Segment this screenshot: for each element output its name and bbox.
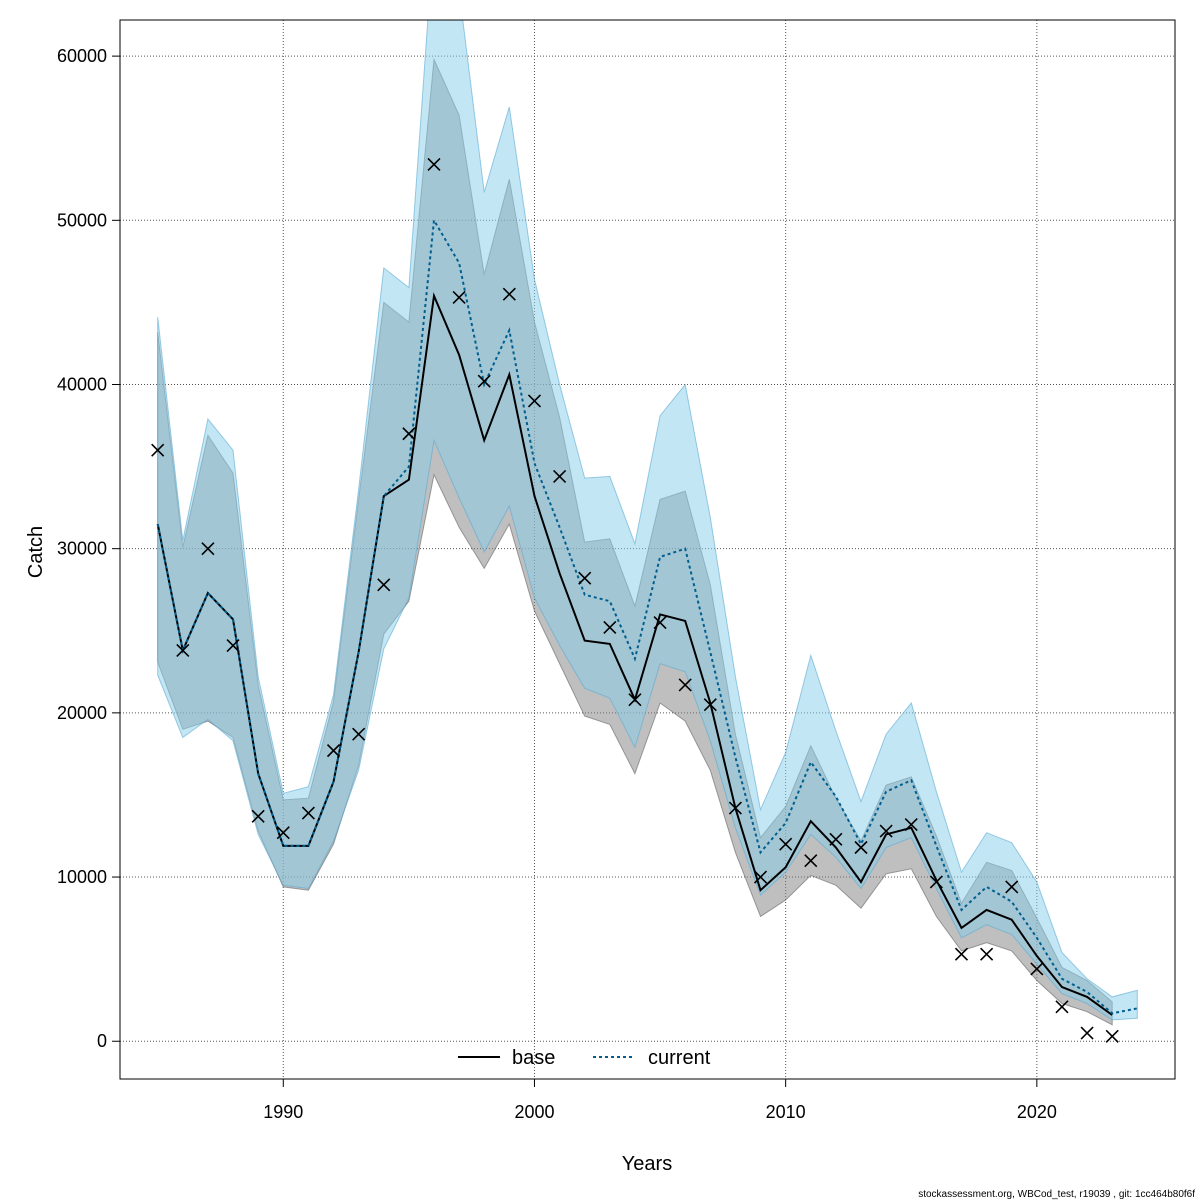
observed-point: [980, 947, 994, 961]
plot-frame: [119, 19, 1176, 1080]
x-tick-label: 2010: [766, 1102, 806, 1122]
observed-point: [929, 875, 943, 889]
observed-point: [1005, 880, 1019, 894]
observed-point: [377, 578, 391, 592]
x-tick-label: 2000: [514, 1102, 554, 1122]
observed-point: [427, 157, 441, 172]
x-tick-label: 2020: [1017, 1102, 1057, 1122]
y-tick-label: 0: [97, 1031, 107, 1051]
observed-point: [628, 693, 642, 707]
y-tick-label: 20000: [57, 703, 107, 723]
observed-point: [1105, 1029, 1119, 1043]
axes: 1990 2000 2010 2020 0 10000 20000 30000 40000 500…: [57, 46, 1057, 1122]
observed-point: [804, 854, 818, 868]
legend: base current: [458, 1047, 711, 1069]
observed-point: [779, 837, 793, 851]
observed-point: [1030, 962, 1044, 976]
observed-point: [703, 698, 717, 712]
observed-point: [854, 840, 868, 855]
observed-point: [326, 744, 341, 758]
observed-point: [276, 826, 290, 840]
observed-point: [829, 832, 843, 846]
observed-point: [301, 806, 315, 820]
observed-point: [954, 947, 969, 961]
confidence-bands: [157, 20, 1138, 1026]
observed-point: [151, 443, 165, 457]
observed-point: [678, 678, 692, 692]
observed-point: [753, 870, 768, 884]
observed-point: [578, 571, 592, 585]
legend-base-label: base: [512, 1047, 555, 1069]
observed-point: [527, 394, 542, 408]
observed-point: [879, 824, 893, 838]
observed-points: [151, 157, 1119, 1043]
legend-current-label: current: [648, 1047, 711, 1069]
current-line: [156, 217, 1138, 1015]
observed-point: [553, 469, 567, 484]
y-tick-label: 40000: [57, 374, 107, 394]
x-tick-label: 1990: [263, 1102, 303, 1122]
y-axis-title: Catch: [25, 526, 47, 578]
x-axis-title: Years: [622, 1153, 672, 1175]
observed-point: [352, 727, 366, 741]
observed-point: [452, 290, 466, 305]
observed-point: [201, 542, 215, 556]
observed-point: [502, 287, 516, 301]
observed-point: [904, 817, 918, 832]
observed-point: [1055, 1000, 1069, 1014]
y-tick-label: 50000: [57, 210, 107, 230]
observed-point: [402, 427, 416, 441]
observed-point: [477, 374, 491, 388]
observed-point: [176, 643, 190, 658]
observed-point: [251, 809, 265, 823]
current-confidence-band: [157, 20, 1138, 1021]
y-tick-label: 60000: [57, 46, 107, 66]
observed-point: [603, 620, 617, 635]
observed-point: [226, 638, 240, 653]
y-tick-label: 30000: [57, 539, 107, 559]
y-tick-label: 10000: [57, 867, 107, 887]
observed-point: [728, 801, 742, 815]
observed-point: [1080, 1026, 1094, 1040]
footer-credit: stockassessment.org, WBCod_test, r19039 …: [918, 1189, 1195, 1200]
observed-point: [653, 615, 667, 630]
